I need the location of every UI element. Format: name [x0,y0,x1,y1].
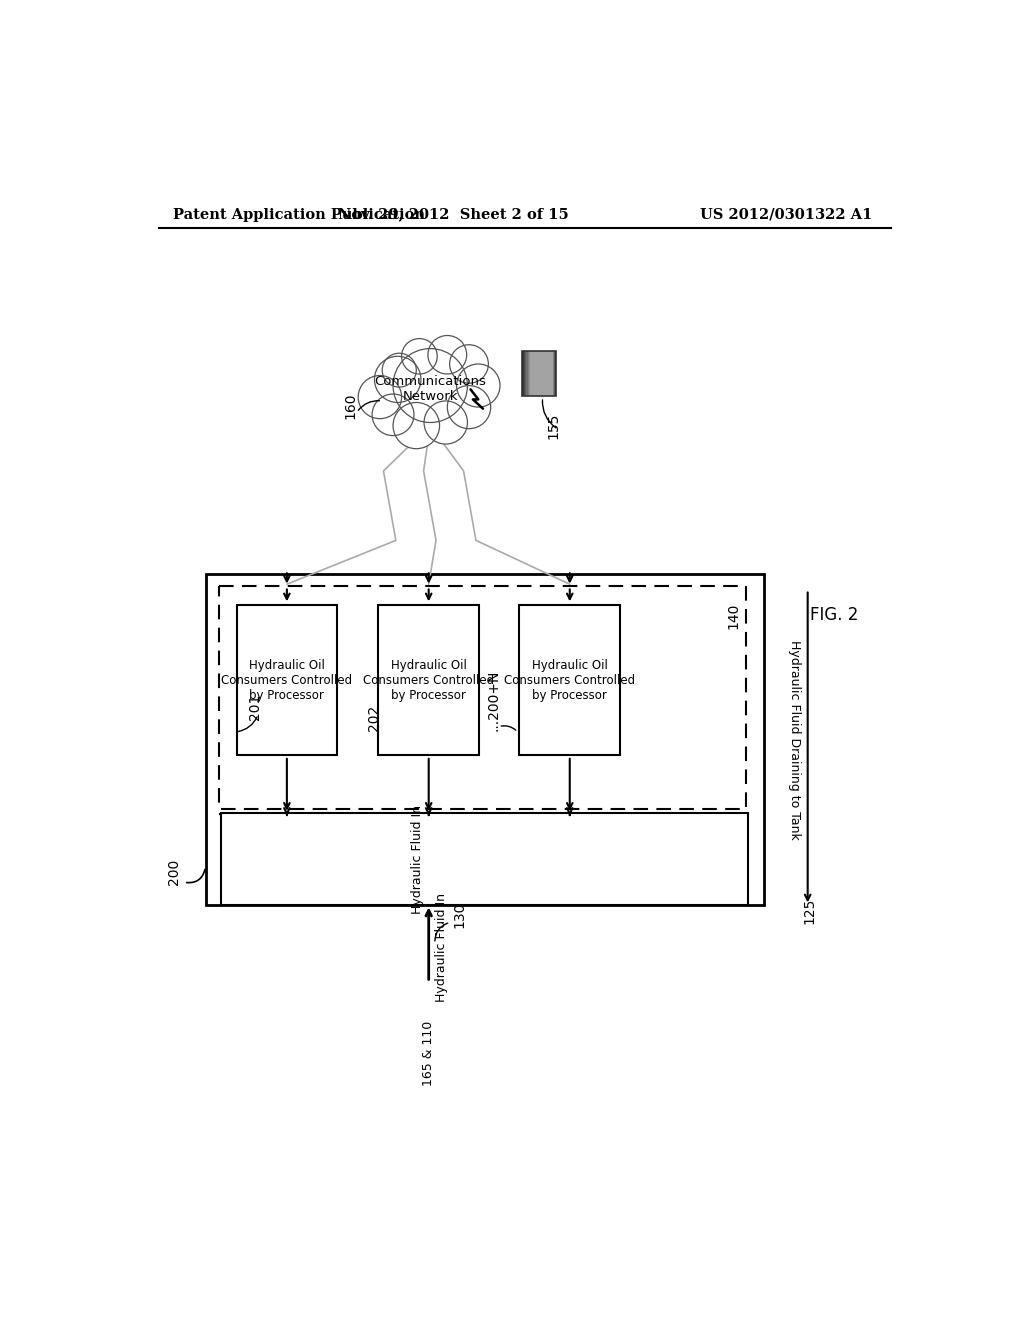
FancyArrowPatch shape [435,923,447,941]
Bar [221,813,748,906]
Text: 140: 140 [726,603,740,630]
Circle shape [372,395,414,436]
Text: 160: 160 [343,393,357,420]
Bar [206,574,764,906]
Bar [237,605,337,755]
Text: Patent Application Publication: Patent Application Publication [173,207,425,222]
Text: Nov. 29, 2012  Sheet 2 of 15: Nov. 29, 2012 Sheet 2 of 15 [338,207,569,222]
FancyArrowPatch shape [358,401,380,411]
FancyArrowPatch shape [186,870,205,883]
FancyArrowPatch shape [238,717,257,731]
Text: Hydraulic Fluid Draining to Tank: Hydraulic Fluid Draining to Tank [788,640,801,840]
Bar [527,351,554,396]
Text: 125: 125 [802,898,816,924]
Text: Hydraulic Oil
Consumers Controlled
by Processor: Hydraulic Oil Consumers Controlled by Pr… [221,659,352,701]
Text: ...200+N: ...200+N [486,669,500,731]
Circle shape [401,338,437,374]
Circle shape [424,401,467,444]
Circle shape [393,403,439,449]
Bar [529,351,553,396]
Circle shape [375,356,421,403]
FancyArrowPatch shape [543,400,556,428]
Bar [519,605,621,755]
FancyArrowPatch shape [501,726,516,730]
Text: 202: 202 [367,705,381,731]
Text: Hydraulic Oil
Consumers Controlled
by Processor: Hydraulic Oil Consumers Controlled by Pr… [364,659,495,701]
Bar [523,351,555,396]
Bar [526,351,554,396]
Text: 165 & 110: 165 & 110 [422,1020,435,1086]
Text: Hydraulic Fluid In: Hydraulic Fluid In [435,894,447,1002]
Text: Hydraulic Fluid In: Hydraulic Fluid In [411,805,424,913]
Bar [521,351,556,396]
Text: US 2012/0301322 A1: US 2012/0301322 A1 [699,207,872,222]
Circle shape [450,345,488,383]
Circle shape [382,354,417,387]
Text: 130: 130 [452,902,466,928]
Bar [525,351,555,396]
Bar [524,351,555,396]
Circle shape [457,364,500,407]
Bar [521,351,556,396]
Text: Communications
Network: Communications Network [375,375,486,404]
Circle shape [447,385,490,429]
Bar [219,586,746,809]
Text: Hydraulic Oil
Consumers Controlled
by Processor: Hydraulic Oil Consumers Controlled by Pr… [504,659,635,701]
Text: 155: 155 [547,412,560,438]
Text: 201: 201 [248,693,262,719]
Text: FIG. 2: FIG. 2 [810,606,858,624]
Circle shape [358,376,401,418]
Bar [378,605,479,755]
Circle shape [428,335,467,374]
Bar [528,351,554,396]
Circle shape [393,348,467,422]
Text: 200: 200 [167,859,180,886]
